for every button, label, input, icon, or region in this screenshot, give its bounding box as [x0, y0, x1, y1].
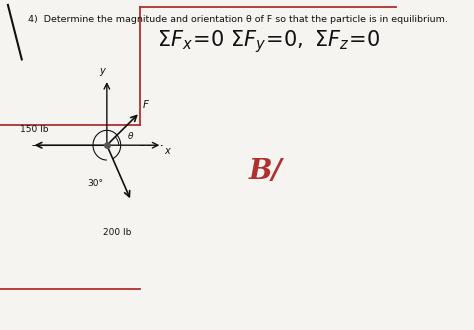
Text: x: x: [164, 146, 170, 156]
Text: $\Sigma F_x\!=\!0\ \Sigma F_y\!=\!0,\ \Sigma F_z\!=\!0$: $\Sigma F_x\!=\!0\ \Sigma F_y\!=\!0,\ \S…: [157, 28, 381, 55]
Text: y: y: [99, 66, 105, 76]
Text: 4)  Determine the magnitude and orientation θ of F so that the particle is in eq: 4) Determine the magnitude and orientati…: [27, 15, 447, 24]
Text: B/: B/: [248, 158, 282, 185]
Text: $\theta$: $\theta$: [127, 130, 134, 141]
Text: 30°: 30°: [87, 180, 103, 188]
Text: F: F: [143, 100, 149, 110]
Text: 150 lb: 150 lb: [20, 125, 48, 134]
Text: 200 lb: 200 lb: [102, 228, 131, 237]
